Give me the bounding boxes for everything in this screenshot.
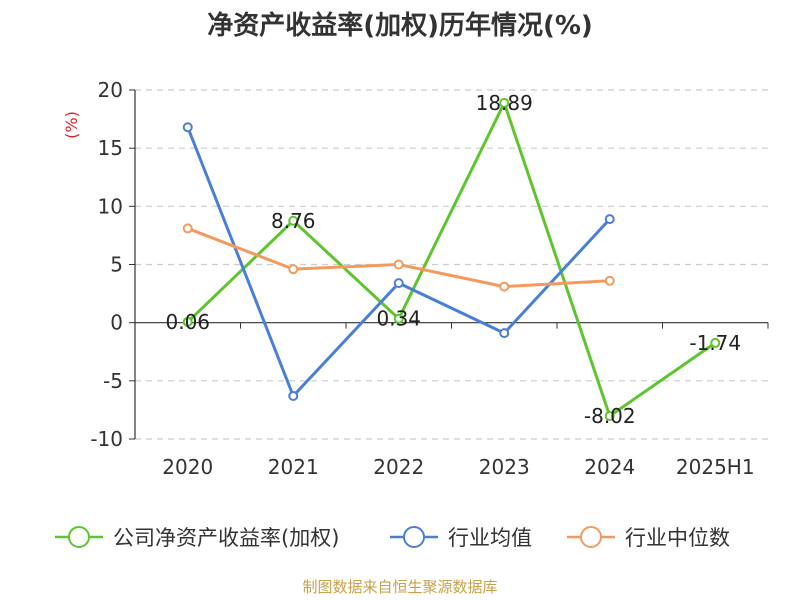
data-point (182, 223, 193, 234)
data-point (288, 215, 299, 226)
legend-label: 行业均值 (448, 526, 532, 550)
data-point (393, 313, 404, 324)
y-axis-unit: (%) (62, 111, 81, 139)
y-tick-label: -5 (103, 369, 123, 393)
legend-label: 公司净资产收益率(加权) (113, 526, 339, 550)
legend-marker (68, 526, 90, 548)
y-tick-label: 0 (110, 311, 123, 335)
data-label: 0.34 (376, 307, 421, 331)
data-label: 18.89 (476, 91, 533, 115)
data-label: -8.02 (584, 404, 636, 428)
x-tick-label: 2021 (268, 455, 319, 479)
x-tick-label: 2024 (584, 455, 635, 479)
data-point (182, 122, 193, 133)
series-line-0 (186, 101, 717, 418)
x-tick-label: 2025H1 (676, 455, 755, 479)
x-tick-label: 2022 (373, 455, 424, 479)
y-tick-label: -10 (90, 427, 123, 451)
data-label: 8.76 (271, 209, 316, 233)
source-note: 制图数据来自恒生聚源数据库 (302, 578, 497, 596)
data-point (393, 278, 404, 289)
data-point (499, 281, 510, 292)
x-tick-label: 2020 (162, 455, 213, 479)
data-point (288, 390, 299, 401)
data-point (499, 328, 510, 339)
y-tick-label: 5 (110, 253, 123, 277)
y-tick-label: 15 (98, 136, 123, 160)
data-point (604, 410, 615, 421)
data-point (710, 337, 721, 348)
data-point (393, 259, 404, 270)
series-line-2 (187, 227, 610, 289)
data-point (288, 264, 299, 275)
data-label: -1.74 (689, 331, 741, 355)
legend-marker (403, 526, 425, 548)
y-tick-label: 10 (98, 194, 123, 218)
data-point (499, 97, 510, 108)
x-tick-label: 2023 (479, 455, 530, 479)
legend-label: 行业中位数 (625, 526, 730, 550)
chart-title: 净资产收益率(加权)历年情况(%) (207, 10, 593, 41)
data-label: 0.06 (165, 310, 210, 334)
y-tick-label: 20 (98, 78, 123, 102)
data-point (604, 214, 615, 225)
data-point (604, 275, 615, 286)
data-point (182, 316, 193, 327)
legend-marker (580, 526, 602, 548)
